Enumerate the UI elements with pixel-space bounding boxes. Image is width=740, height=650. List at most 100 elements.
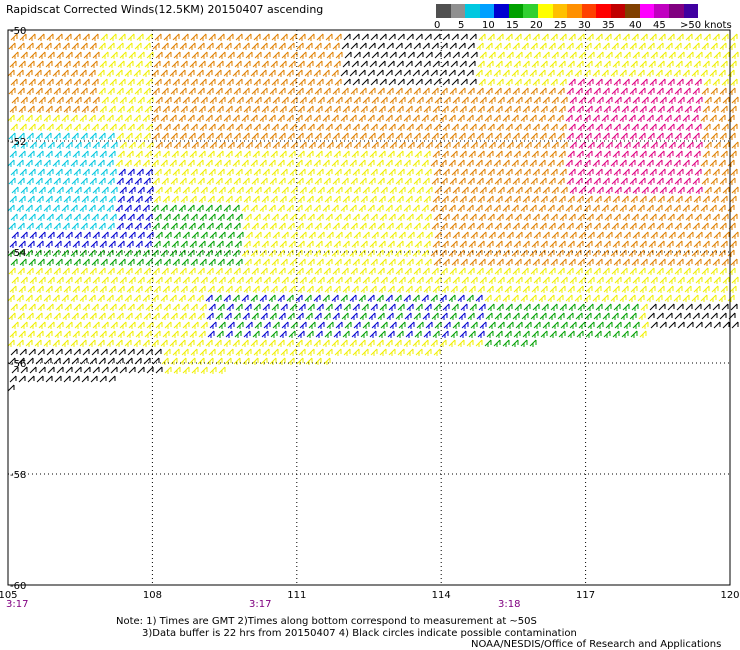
wind-barb: [242, 42, 250, 50]
wind-barb: [341, 312, 349, 320]
wind-barb: [135, 195, 143, 203]
wind-barb: [214, 249, 222, 257]
wind-barb: [115, 294, 123, 302]
wind-barb: [216, 105, 224, 113]
wind-barb: [488, 276, 496, 284]
wind-barb: [712, 78, 720, 86]
wind-barb: [155, 231, 163, 239]
wind-barb: [575, 42, 583, 50]
wind-barb: [533, 141, 541, 149]
wind-barb: [254, 321, 262, 329]
wind-barb: [164, 276, 172, 284]
wind-barb: [46, 168, 54, 176]
wind-barb: [242, 312, 250, 320]
wind-barb: [695, 186, 703, 194]
lon-tick-label: 105: [0, 590, 18, 601]
wind-barb: [89, 87, 97, 95]
wind-barb: [505, 123, 513, 131]
wind-barb: [277, 249, 285, 257]
wind-barb: [268, 339, 276, 347]
wind-barb: [344, 231, 352, 239]
wind-barb: [394, 249, 402, 257]
wind-barb: [326, 141, 334, 149]
wind-barb: [602, 267, 610, 275]
wind-barb: [261, 285, 269, 293]
wind-barb: [101, 96, 109, 104]
wind-barb: [252, 105, 260, 113]
wind-barb: [241, 204, 249, 212]
wind-barb: [396, 60, 404, 68]
wind-barb: [502, 339, 510, 347]
wind-barb: [190, 123, 198, 131]
wind-barb: [521, 132, 529, 140]
wind-barb: [566, 222, 574, 230]
wind-barb: [106, 159, 114, 167]
wind-barb: [468, 105, 476, 113]
wind-barb: [216, 330, 224, 338]
wind-barb: [187, 114, 195, 122]
wind-barb: [630, 60, 638, 68]
wind-barb: [628, 294, 636, 302]
wind-barb: [243, 330, 251, 338]
wind-barb: [52, 114, 60, 122]
wind-barb: [701, 222, 709, 230]
wind-barb: [520, 114, 528, 122]
wind-barb: [414, 240, 422, 248]
wind-barb: [314, 357, 322, 365]
wind-barb: [145, 123, 153, 131]
wind-barb: [630, 195, 638, 203]
wind-barb: [317, 186, 325, 194]
wind-barb: [8, 312, 16, 320]
wind-barb: [18, 330, 26, 338]
wind-barb: [655, 69, 663, 77]
wind-barb: [172, 213, 180, 221]
wind-barb: [8, 87, 16, 95]
wind-barb: [333, 195, 341, 203]
wind-barb: [476, 87, 484, 95]
wind-barb: [226, 303, 234, 311]
wind-barb: [169, 339, 177, 347]
wind-barb: [583, 159, 591, 167]
wind-barb: [145, 258, 153, 266]
wind-barb: [684, 150, 692, 158]
wind-barb: [235, 123, 243, 131]
wind-barb: [241, 339, 249, 347]
wind-barb: [621, 240, 629, 248]
wind-barb: [118, 123, 126, 131]
wind-barb: [28, 303, 36, 311]
wind-barb: [407, 141, 415, 149]
wind-barb: [550, 258, 558, 266]
wind-barb: [378, 105, 386, 113]
wind-barb: [673, 294, 681, 302]
wind-barb: [73, 168, 81, 176]
wind-barb: [524, 141, 532, 149]
wind-barb: [658, 123, 666, 131]
wind-barb: [722, 141, 730, 149]
wind-barb: [9, 150, 17, 158]
wind-barb: [511, 69, 519, 77]
wind-barb: [108, 105, 116, 113]
wind-barb: [269, 222, 277, 230]
wind-barb: [281, 276, 289, 284]
wind-barb: [712, 213, 720, 221]
wind-barb: [713, 186, 721, 194]
wind-barb: [721, 168, 729, 176]
wind-barb: [171, 105, 179, 113]
wind-barb: [55, 168, 63, 176]
wind-barb: [457, 69, 465, 77]
wind-barb: [269, 177, 277, 185]
wind-barb: [385, 339, 393, 347]
wind-barb: [16, 294, 24, 302]
wind-barb: [197, 222, 205, 230]
wind-barb: [659, 276, 667, 284]
wind-barb: [350, 267, 358, 275]
wind-barb: [650, 186, 658, 194]
wind-barb: [262, 213, 270, 221]
wind-barb: [278, 357, 286, 365]
wind-barb: [650, 321, 658, 329]
wind-barb: [107, 132, 115, 140]
wind-barb: [550, 33, 558, 41]
wind-barb: [371, 321, 379, 329]
wind-barb: [719, 312, 727, 320]
wind-barb: [558, 195, 566, 203]
